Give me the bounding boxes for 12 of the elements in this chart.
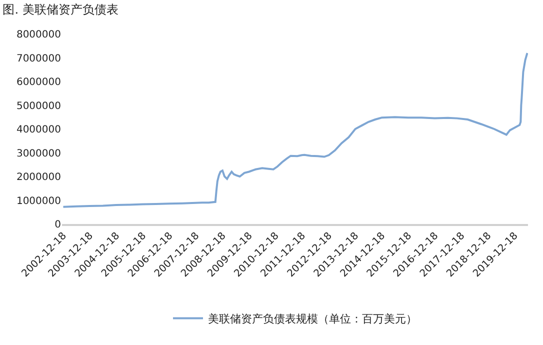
y-tick-label: 8000000: [16, 30, 61, 40]
y-tick-label: 3000000: [16, 148, 61, 160]
chart-title: 图. 美联储资产负债表: [2, 2, 118, 17]
y-tick-label: 1000000: [16, 196, 61, 207]
line-series: [62, 52, 528, 208]
y-tick-label: 4000000: [16, 124, 61, 136]
y-tick-label: 5000000: [16, 100, 61, 112]
y-tick-label: 0: [54, 220, 61, 230]
legend-label: 美联储资产负债表规模（单位：百万美元）: [208, 312, 417, 326]
y-tick-label: 7000000: [16, 53, 61, 64]
y-tick-label: 6000000: [16, 77, 61, 88]
y-tick-label: 2000000: [16, 172, 61, 183]
